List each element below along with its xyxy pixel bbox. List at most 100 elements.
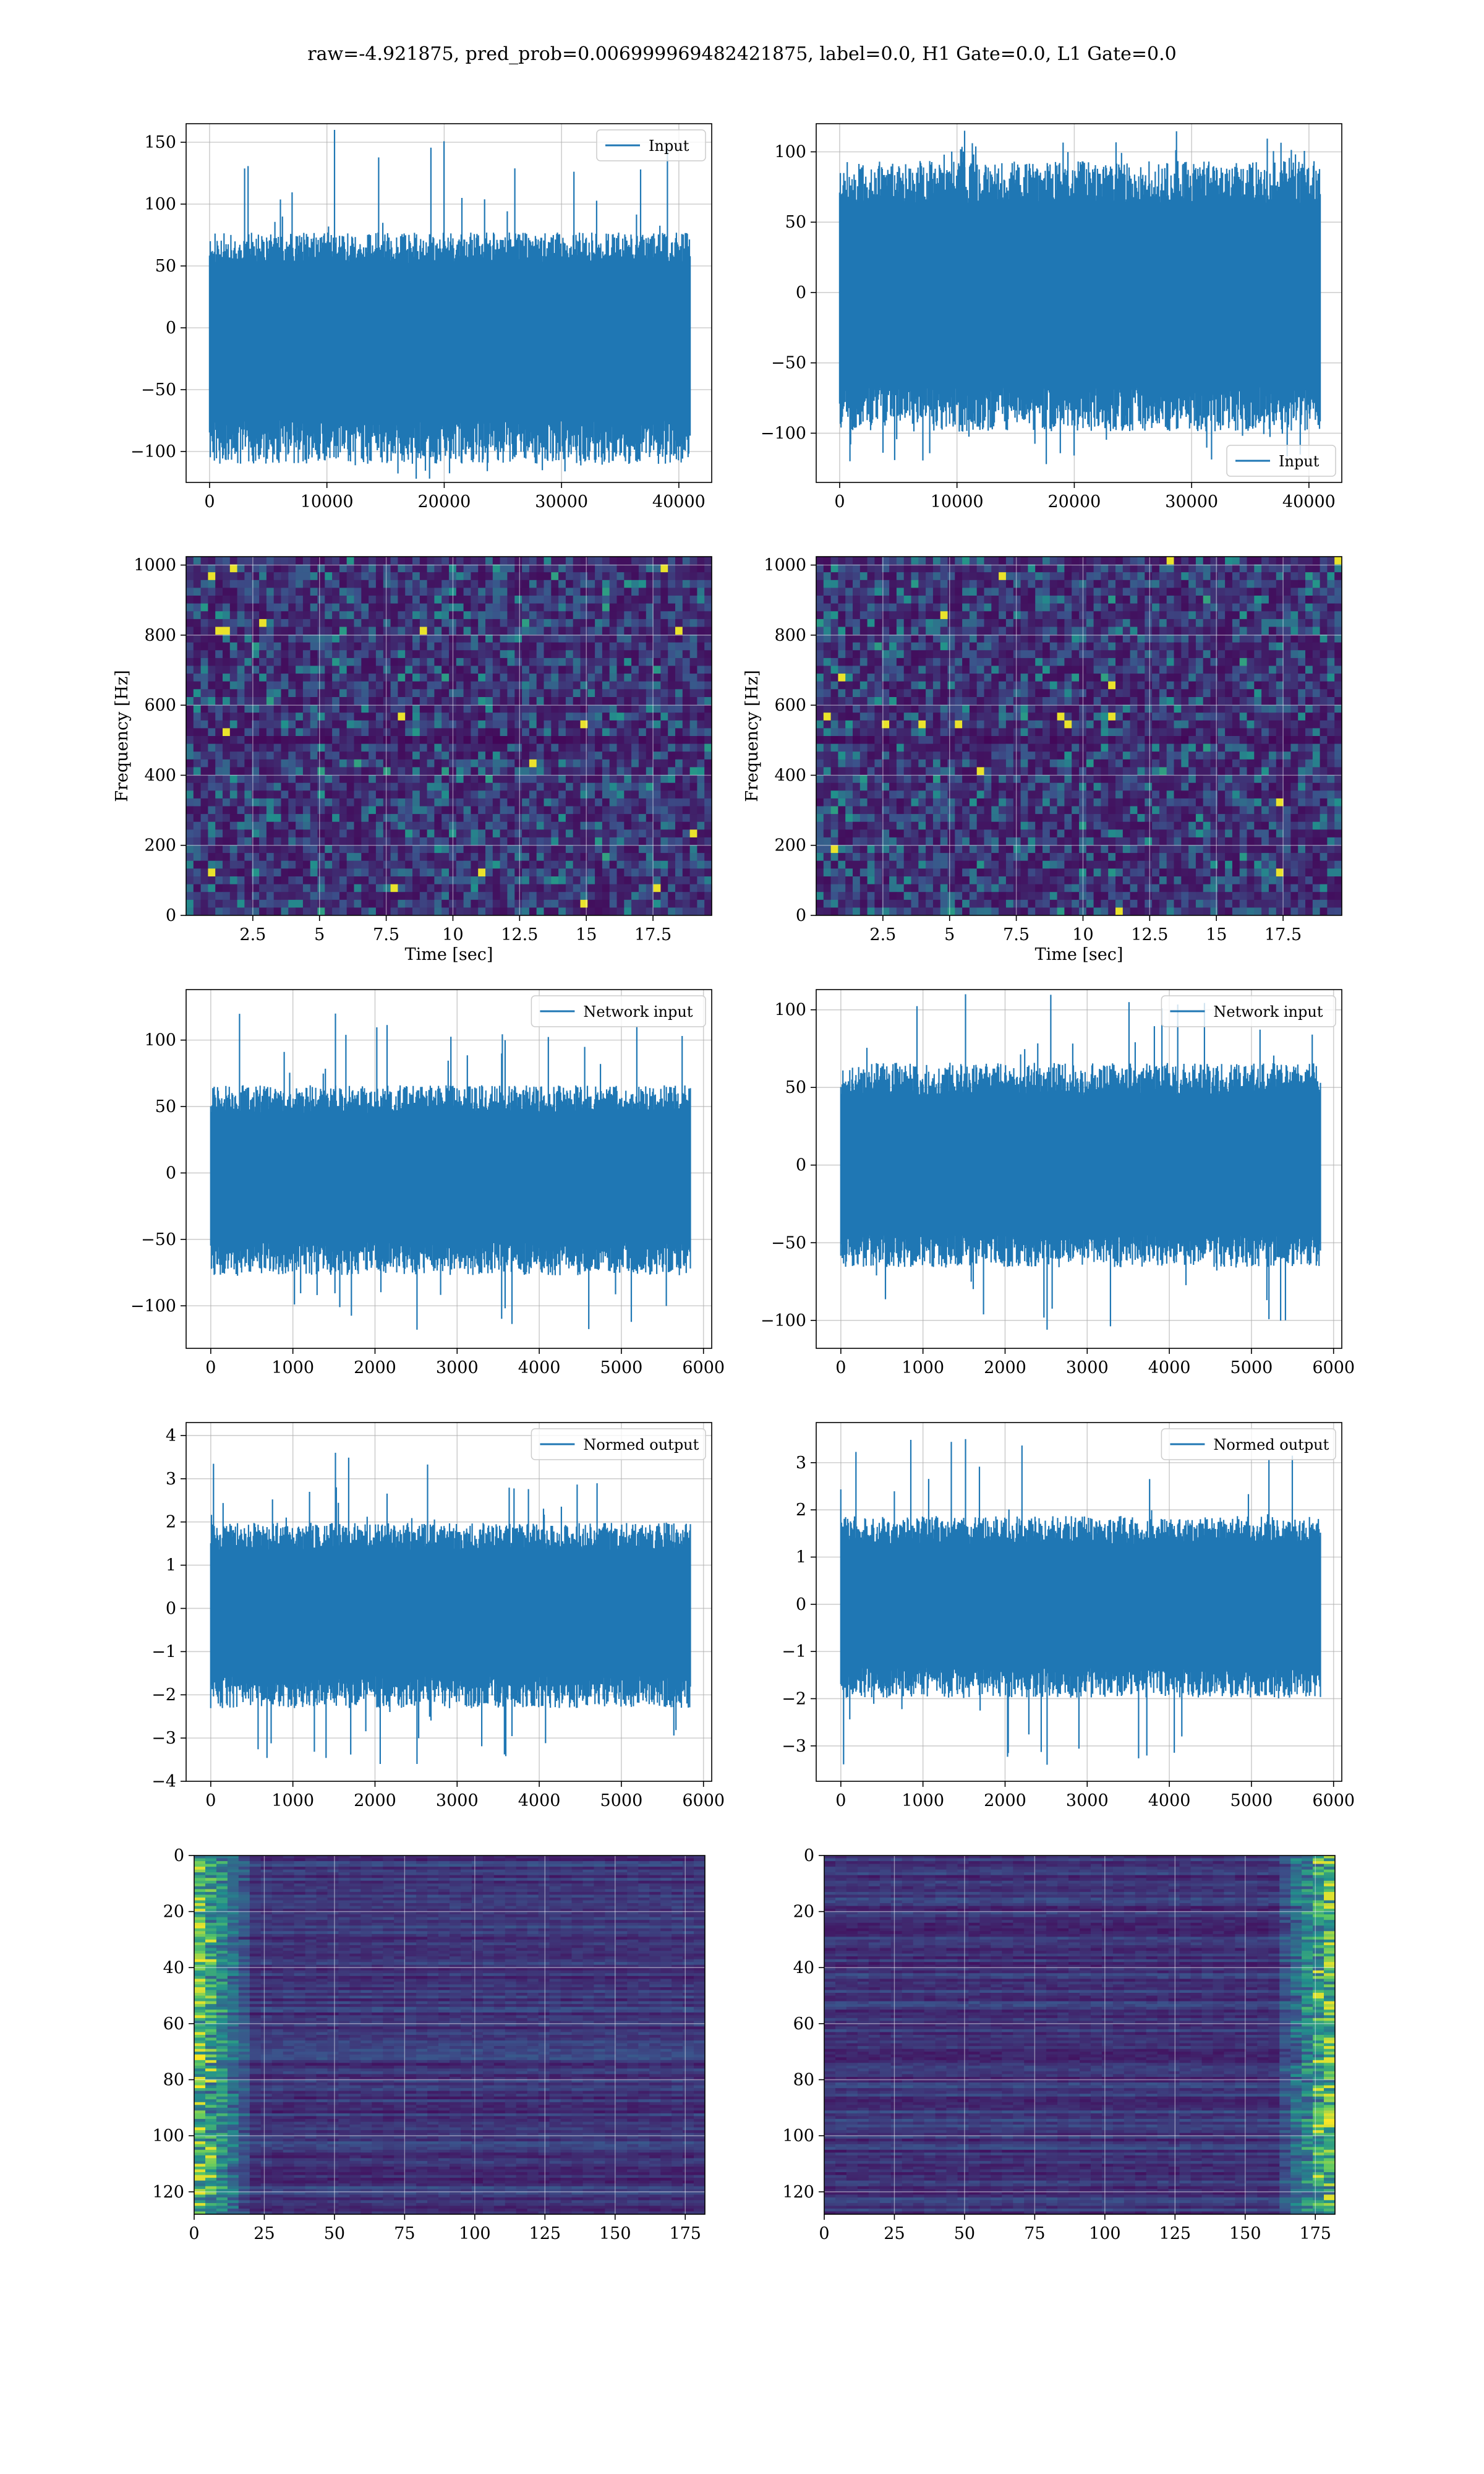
heatmap-cell bbox=[646, 736, 654, 745]
heatmap-cell bbox=[434, 603, 442, 612]
heatmap-cell bbox=[273, 767, 282, 776]
heatmap-cell bbox=[522, 759, 530, 768]
heatmap-cell bbox=[500, 798, 508, 807]
heatmap-cell bbox=[361, 853, 369, 862]
heatmap-cell bbox=[471, 821, 479, 830]
heatmap-cell bbox=[882, 666, 890, 674]
heatmap-cell bbox=[208, 884, 216, 892]
heatmap-cell bbox=[984, 713, 992, 721]
heatmap-cell bbox=[1268, 657, 1277, 667]
heatmap-cell bbox=[580, 884, 588, 892]
heatmap-cell bbox=[281, 892, 289, 901]
heatmap-cell bbox=[1093, 635, 1101, 643]
heatmap-cell bbox=[522, 557, 530, 565]
heatmap-cell bbox=[361, 876, 369, 885]
heatmap-cell bbox=[587, 860, 595, 869]
heatmap-cell bbox=[434, 814, 442, 823]
heatmap-cell bbox=[682, 588, 691, 596]
heatmap-cell bbox=[624, 681, 632, 690]
heatmap-cell bbox=[1181, 588, 1189, 596]
heatmap-cell bbox=[1152, 596, 1160, 604]
heatmap-cell bbox=[296, 884, 304, 892]
heatmap-cell bbox=[689, 782, 697, 791]
heatmap-cell bbox=[441, 596, 450, 604]
heatmap-cell bbox=[1020, 611, 1028, 620]
heatmap-cell bbox=[580, 837, 588, 846]
heatmap-cell bbox=[1072, 557, 1080, 565]
heatmap-cell bbox=[449, 814, 457, 823]
heatmap-cell bbox=[193, 814, 202, 823]
heatmap-cell bbox=[325, 798, 333, 807]
heatmap-cell bbox=[551, 892, 559, 901]
heatmap-cell bbox=[1028, 704, 1036, 713]
heatmap-cell bbox=[587, 798, 595, 807]
heatmap-cell bbox=[830, 572, 838, 581]
heatmap-cell bbox=[223, 767, 231, 776]
heatmap-cell bbox=[485, 572, 493, 581]
heatmap-cell bbox=[682, 743, 691, 752]
heatmap-cell bbox=[1086, 704, 1094, 713]
heatmap-cell bbox=[296, 557, 304, 565]
heatmap-cell bbox=[317, 603, 325, 612]
heatmap-cell bbox=[419, 635, 428, 643]
heatmap-cell bbox=[660, 674, 668, 682]
heatmap-cell bbox=[478, 697, 486, 706]
heatmap-cell bbox=[398, 635, 406, 643]
heatmap-cell bbox=[969, 627, 978, 635]
heatmap-cell bbox=[288, 853, 296, 862]
heatmap-cell bbox=[1276, 564, 1284, 573]
heatmap-cell bbox=[390, 603, 398, 612]
heatmap-cell bbox=[660, 681, 668, 690]
heatmap-cell bbox=[565, 564, 574, 573]
heatmap-cell bbox=[1174, 557, 1182, 565]
heatmap-cell bbox=[544, 853, 552, 862]
y-tick-label: −50 bbox=[771, 354, 806, 373]
heatmap-cell bbox=[918, 557, 926, 565]
heatmap-cell bbox=[471, 557, 479, 565]
heatmap-cell bbox=[962, 580, 970, 588]
heatmap-cell bbox=[624, 767, 632, 776]
heatmap-cell bbox=[1049, 611, 1058, 620]
heatmap-cell bbox=[237, 907, 245, 915]
heatmap-cell bbox=[1043, 611, 1051, 620]
heatmap-cell bbox=[1195, 704, 1204, 713]
heatmap-cell bbox=[984, 681, 992, 690]
heatmap-cell bbox=[1239, 572, 1248, 581]
heatmap-cell bbox=[969, 713, 978, 721]
heatmap-cell bbox=[1327, 689, 1335, 698]
heatmap-cell bbox=[580, 860, 588, 869]
heatmap-cell bbox=[1108, 704, 1116, 713]
heatmap-cell bbox=[237, 853, 245, 862]
heatmap-cell bbox=[565, 580, 574, 588]
heatmap-cell bbox=[375, 767, 384, 776]
heatmap-cell bbox=[969, 580, 978, 588]
heatmap-cell bbox=[1122, 642, 1131, 651]
heatmap-cell bbox=[602, 704, 610, 713]
heatmap-cell bbox=[573, 704, 581, 713]
heatmap-cell bbox=[281, 845, 289, 854]
heatmap-cell bbox=[259, 720, 267, 729]
heatmap-cell bbox=[1254, 596, 1262, 604]
heatmap-cell bbox=[485, 713, 493, 721]
heatmap-cell bbox=[193, 899, 202, 908]
heatmap-cell bbox=[536, 806, 545, 815]
heatmap-cell bbox=[1093, 650, 1101, 659]
heatmap-cell bbox=[507, 892, 515, 901]
heatmap-cell bbox=[500, 876, 508, 885]
heatmap-cell bbox=[1181, 611, 1189, 620]
heatmap-cell bbox=[1217, 681, 1226, 690]
heatmap-cell bbox=[976, 627, 985, 635]
heatmap-cell bbox=[602, 564, 610, 573]
heatmap-cell bbox=[427, 743, 435, 752]
x-tick-label: 10000 bbox=[931, 492, 984, 511]
heatmap-cell bbox=[616, 759, 625, 768]
heatmap-cell bbox=[1276, 713, 1284, 721]
heatmap-cell bbox=[823, 618, 832, 628]
heatmap-cell bbox=[434, 596, 442, 604]
heatmap-cell bbox=[653, 736, 661, 745]
heatmap-cell bbox=[668, 775, 676, 784]
heatmap-cell bbox=[375, 580, 384, 588]
heatmap-cell bbox=[1225, 642, 1233, 651]
heatmap-cell bbox=[1057, 720, 1065, 729]
heatmap-cell bbox=[646, 876, 654, 885]
